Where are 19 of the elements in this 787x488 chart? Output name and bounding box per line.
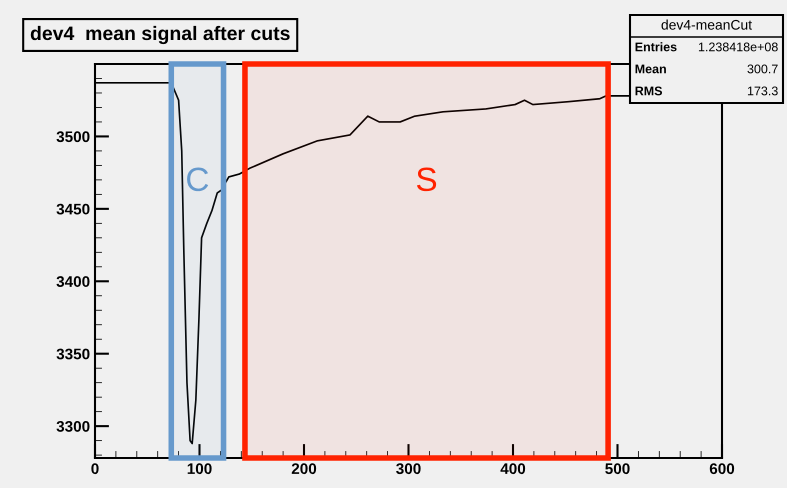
y-tick-label: 3450	[56, 204, 90, 215]
x-tick-label: 500	[605, 463, 630, 474]
y-tick-label: 3400	[56, 276, 90, 287]
chart-title: dev4 mean signal after cuts	[30, 26, 290, 44]
text: Entries 1.238418e+08	[636, 42, 778, 52]
y-tick-label: 3350	[56, 348, 90, 360]
band-label: C	[187, 168, 208, 192]
x-tick-label: 300	[396, 463, 421, 474]
x-tick-label: 600	[710, 463, 734, 474]
text: dev4-meanCut	[662, 20, 752, 30]
x-tick-label: 100	[188, 463, 212, 474]
y-tick-label: 3300	[56, 421, 90, 432]
text: RMS 173.3	[636, 86, 778, 96]
y-tick-label: 3500	[56, 131, 90, 142]
x-tick-label: 400	[500, 463, 526, 474]
x-tick-label: 0	[91, 463, 99, 474]
band-label: S	[416, 168, 436, 192]
x-tick-label: 200	[292, 463, 316, 474]
text: Mean 300.7	[636, 64, 778, 74]
